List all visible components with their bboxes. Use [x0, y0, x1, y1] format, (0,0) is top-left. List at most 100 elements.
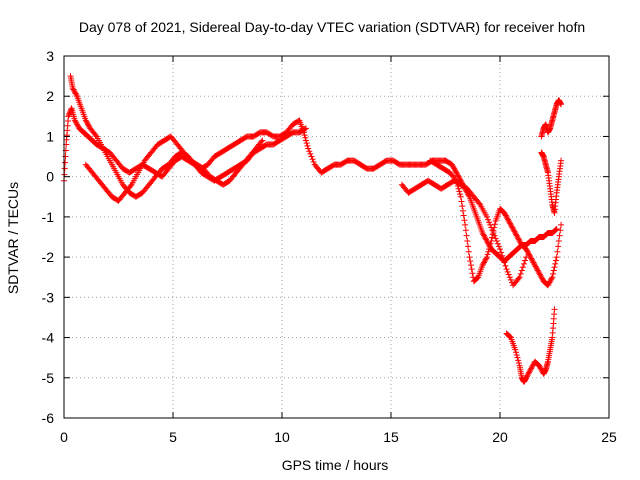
- data-point-marker: [552, 226, 559, 233]
- data-point-marker: [547, 278, 554, 285]
- y-tick-label: -3: [42, 289, 55, 305]
- data-point-marker: [463, 232, 470, 239]
- data-point-marker: [70, 86, 77, 93]
- data-point-marker: [530, 259, 537, 266]
- data-point-marker: [534, 266, 541, 273]
- data-point-marker: [549, 274, 556, 281]
- data-point-marker: [515, 236, 522, 243]
- data-point-marker: [550, 270, 557, 277]
- data-point-marker: [62, 153, 69, 160]
- chart-title: Day 078 of 2021, Sidereal Day-to-day VTE…: [79, 19, 585, 35]
- data-point-marker: [508, 223, 515, 230]
- data-point-marker: [489, 231, 496, 238]
- data-point-marker: [512, 346, 519, 353]
- data-point-marker: [481, 258, 488, 265]
- data-point-marker: [460, 212, 467, 219]
- data-point-marker: [536, 364, 543, 371]
- data-point-marker: [84, 120, 91, 127]
- data-point-marker: [528, 255, 535, 262]
- data-point-marker: [544, 282, 551, 289]
- data-point-marker: [548, 275, 555, 282]
- data-point-marker: [459, 207, 466, 214]
- data-point-marker: [555, 238, 562, 245]
- data-point-marker: [127, 183, 134, 190]
- data-point-marker: [555, 243, 562, 250]
- data-point-marker: [514, 234, 521, 240]
- data-point-marker: [536, 270, 543, 277]
- data-point-marker: [524, 248, 531, 255]
- data-point-marker: [552, 260, 559, 267]
- data-point-marker: [307, 150, 314, 157]
- x-tick-label: 25: [601, 429, 617, 445]
- data-point-marker: [454, 183, 461, 190]
- data-point-marker: [467, 258, 474, 265]
- data-point-marker: [551, 264, 558, 271]
- data-point-marker: [512, 231, 519, 238]
- data-point-marker: [84, 121, 91, 128]
- data-point-marker: [453, 169, 460, 176]
- data-point-marker: [524, 372, 531, 379]
- data-point-marker: [547, 276, 554, 283]
- data-point-marker: [557, 227, 564, 234]
- data-point-marker: [512, 229, 519, 236]
- data-point-marker: [486, 243, 493, 250]
- data-point-marker: [65, 111, 72, 118]
- data-point-marker: [528, 256, 535, 263]
- data-point-marker: [497, 246, 503, 253]
- data-point-marker: [457, 193, 464, 200]
- data-point-marker: [534, 267, 541, 274]
- data-point-marker: [512, 349, 519, 356]
- data-point-marker: [66, 110, 73, 117]
- data-point-marker: [507, 276, 514, 283]
- data-point-marker: [539, 275, 546, 282]
- data-point-marker: [552, 227, 559, 234]
- data-point-marker: [538, 274, 545, 281]
- data-point-marker: [556, 232, 563, 239]
- data-point-marker: [505, 217, 512, 224]
- data-point-marker: [465, 248, 472, 255]
- data-point-marker: [302, 137, 309, 144]
- data-point-marker: [462, 221, 469, 228]
- data-point-marker: [519, 264, 526, 271]
- y-tick-label: -2: [42, 249, 55, 265]
- data-point-marker: [484, 239, 491, 246]
- y-tick-label: 1: [46, 128, 54, 144]
- data-point-marker: [466, 254, 473, 261]
- data-point-marker: [474, 274, 481, 281]
- data-point-marker: [482, 235, 489, 242]
- x-axis-label: GPS time / hours: [282, 457, 389, 473]
- data-point-marker: [523, 247, 530, 254]
- data-point-marker: [531, 260, 538, 267]
- data-point-marker: [526, 251, 533, 258]
- data-point-marker: [527, 366, 534, 373]
- data-point-marker: [529, 362, 536, 369]
- data-point-marker: [453, 177, 460, 184]
- data-point-marker: [455, 185, 462, 192]
- data-point-marker: [481, 232, 488, 239]
- data-point-marker: [528, 365, 535, 372]
- data-point-marker: [479, 229, 486, 236]
- data-point-marker: [525, 370, 532, 377]
- data-point-marker: [504, 215, 511, 222]
- data-point-marker: [449, 162, 456, 169]
- data-point-marker: [74, 122, 81, 129]
- data-point-marker: [514, 354, 521, 361]
- data-point-marker: [473, 275, 480, 282]
- data-point-marker: [308, 153, 315, 160]
- data-point-marker: [553, 225, 560, 232]
- data-point-marker: [517, 270, 524, 277]
- data-point-marker: [305, 145, 312, 152]
- data-point-marker: [61, 165, 68, 172]
- data-point-marker: [504, 268, 511, 275]
- data-point-marker: [545, 280, 552, 287]
- data-point-marker: [525, 250, 532, 257]
- data-point-marker: [451, 166, 458, 173]
- data-point-marker: [494, 240, 501, 247]
- data-point-marker: [259, 137, 266, 144]
- data-point-marker: [502, 211, 509, 218]
- data-point-marker: [65, 113, 72, 120]
- data-point-marker: [502, 212, 509, 219]
- data-point-marker: [531, 262, 538, 269]
- data-point-marker: [529, 258, 536, 265]
